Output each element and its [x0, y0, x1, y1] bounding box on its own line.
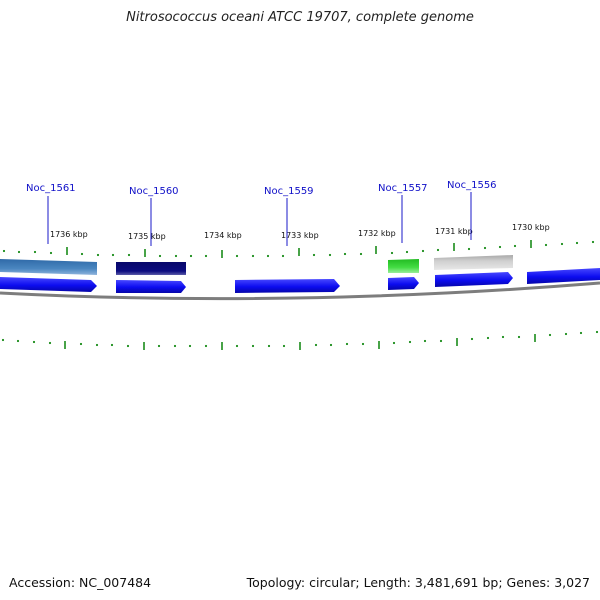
scale-tick-label: 1731 kbp: [435, 227, 473, 236]
genome-backbone: [0, 281, 600, 301]
cds-arrow[interactable]: [388, 277, 419, 290]
cds-strand: [0, 268, 600, 293]
feature-noc-1557[interactable]: [388, 259, 419, 273]
scale-tick-labels: 1736 kbp 1735 kbp 1734 kbp 1733 kbp 1732…: [50, 223, 550, 241]
upper-tick-row: [2, 240, 595, 258]
genome-summary-text: Topology: circular; Length: 3,481,691 bp…: [246, 575, 590, 590]
scale-tick-label: 1730 kbp: [512, 223, 550, 232]
cds-arrow[interactable]: [527, 268, 600, 284]
gene-label-noc-1561: Noc_1561: [26, 183, 76, 194]
gene-label-noc-1556: Noc_1556: [447, 180, 497, 191]
cds-arrow[interactable]: [0, 277, 97, 292]
feature-noc-1556[interactable]: [434, 255, 513, 270]
feature-track: [0, 255, 513, 275]
scale-tick-label: 1735 kbp: [128, 232, 166, 241]
cds-arrow[interactable]: [116, 280, 186, 293]
gene-label-noc-1560: Noc_1560: [129, 186, 179, 197]
gene-label-noc-1557: Noc_1557: [378, 183, 428, 194]
lower-tick-row: [1, 330, 599, 350]
cds-arrow[interactable]: [235, 279, 340, 293]
gene-label-noc-1559: Noc_1559: [264, 186, 314, 197]
gene-labels: Noc_1561 Noc_1560 Noc_1559 Noc_1557 Noc_…: [26, 180, 497, 197]
scale-tick-label: 1733 kbp: [281, 231, 319, 240]
scale-tick-label: 1736 kbp: [50, 230, 88, 239]
feature-noc-1560[interactable]: [116, 262, 186, 275]
scale-tick-label: 1732 kbp: [358, 229, 396, 238]
gene-label-lines: [47, 192, 472, 246]
accession-text: Accession: NC_007484: [9, 575, 152, 590]
scale-tick-label: 1734 kbp: [204, 231, 242, 240]
feature-noc-1561[interactable]: [0, 259, 97, 275]
cds-arrow[interactable]: [435, 272, 513, 287]
map-title: Nitrosococcus oceani ATCC 19707, complet…: [126, 10, 474, 25]
